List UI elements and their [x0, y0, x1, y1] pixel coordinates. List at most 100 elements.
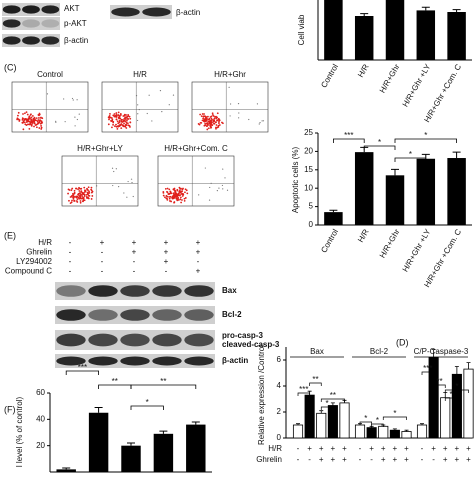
dot — [116, 125, 119, 128]
error-bar — [421, 6, 430, 11]
bar — [56, 469, 76, 472]
treatment-sign: - — [133, 257, 136, 266]
dot — [115, 118, 118, 121]
dot — [124, 125, 127, 128]
significance-bracket — [444, 397, 458, 401]
dot — [174, 190, 177, 192]
significance-bracket — [130, 405, 164, 410]
dot — [29, 121, 32, 124]
dot — [70, 189, 73, 192]
dot — [184, 197, 187, 199]
bar — [339, 402, 350, 439]
dot — [218, 187, 220, 189]
flow-dots — [67, 167, 134, 205]
bar — [354, 424, 366, 439]
y-axis-label: Cell viab — [297, 14, 306, 45]
significance-bracket — [297, 392, 310, 396]
error-bar — [452, 151, 461, 159]
bar — [416, 10, 436, 60]
dot — [181, 190, 184, 193]
significance: * — [393, 409, 396, 418]
dot — [115, 112, 118, 114]
y-tick-label: 40 — [36, 414, 45, 423]
dot — [34, 118, 36, 120]
treatment-label: H/R — [268, 444, 282, 453]
dot — [33, 121, 36, 124]
significance: *** — [423, 364, 432, 373]
band-label: β-actin — [222, 356, 248, 365]
treatment-sign: + — [164, 248, 169, 257]
dot — [184, 191, 186, 194]
dot — [88, 192, 91, 194]
dot — [165, 194, 168, 197]
dot — [151, 120, 153, 122]
dot — [209, 186, 211, 189]
blot-band — [88, 356, 118, 366]
significance: * — [455, 382, 458, 391]
dot — [30, 119, 33, 122]
dot — [177, 196, 180, 199]
dot — [90, 198, 93, 200]
dot — [207, 124, 210, 126]
dot — [85, 193, 88, 196]
dot — [117, 111, 120, 114]
dot — [25, 118, 27, 121]
dot — [200, 121, 203, 124]
significance: * — [409, 150, 412, 159]
x-tick-label: H/R — [356, 62, 371, 79]
dot — [218, 118, 221, 121]
dot — [27, 117, 30, 120]
dot — [24, 123, 27, 126]
bar — [153, 433, 174, 472]
dot — [180, 201, 183, 204]
dot — [164, 196, 166, 199]
dot — [204, 119, 207, 122]
treatment-sign: + — [393, 444, 398, 453]
dot — [129, 126, 131, 128]
significance-bracket — [65, 370, 99, 375]
dot — [120, 118, 123, 121]
dot — [168, 192, 170, 195]
treatment-sign: + — [455, 444, 460, 453]
dot — [127, 118, 130, 120]
treatment-sign: - — [308, 455, 311, 464]
dot — [77, 188, 79, 191]
significance-bracket — [394, 138, 457, 143]
dot — [78, 113, 80, 115]
dot — [80, 197, 83, 200]
dot — [79, 201, 82, 204]
significance-bracket — [130, 384, 197, 389]
dot — [64, 121, 66, 123]
dot — [32, 120, 35, 123]
dot — [168, 188, 171, 191]
dot — [215, 121, 217, 124]
bar — [378, 425, 389, 439]
dot — [29, 114, 32, 116]
dot — [131, 182, 133, 184]
dot — [226, 189, 229, 191]
blot-band — [88, 285, 118, 297]
significance-bracket — [309, 382, 322, 386]
bar — [366, 427, 377, 439]
dot — [112, 123, 114, 126]
dot — [123, 192, 125, 194]
bar — [327, 405, 338, 439]
dot — [172, 94, 175, 96]
dot — [121, 118, 124, 121]
dot — [130, 178, 133, 180]
blot-band — [184, 356, 214, 366]
y-tick-label: 0 — [277, 433, 282, 442]
dot — [209, 124, 211, 127]
dot — [164, 187, 167, 190]
dot — [112, 114, 115, 117]
error-bar — [391, 168, 399, 176]
dot — [77, 193, 79, 196]
dot — [72, 195, 75, 198]
dot — [36, 120, 39, 123]
dot — [201, 119, 204, 122]
dot — [84, 190, 87, 193]
y-tick-label: 25 — [304, 128, 313, 137]
dot — [22, 113, 24, 115]
dot — [113, 113, 116, 115]
dot — [123, 119, 126, 122]
